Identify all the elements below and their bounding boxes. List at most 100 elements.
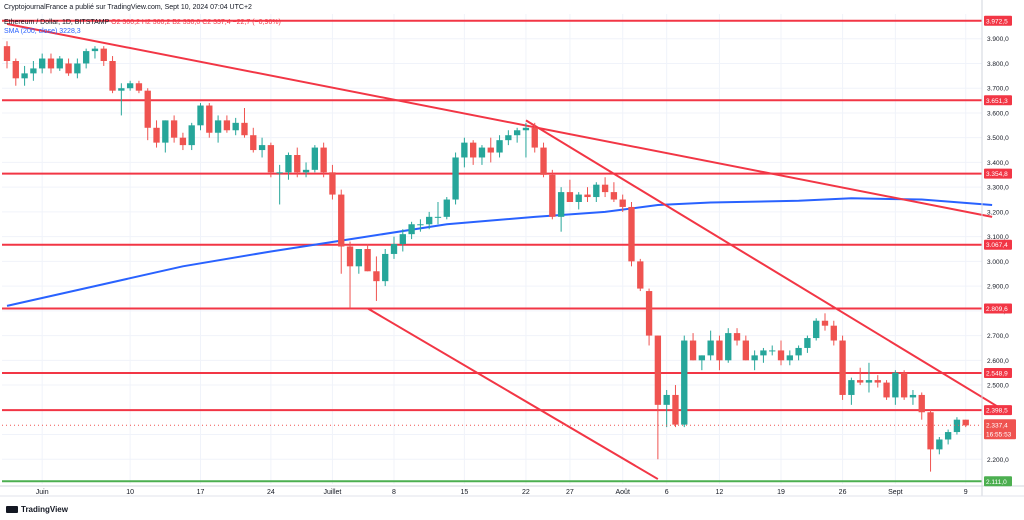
candle-body xyxy=(65,63,72,74)
y-tick-label: 3.700,0 xyxy=(987,86,1009,93)
candle xyxy=(311,145,319,173)
last-price-label: 2.337,4 xyxy=(986,422,1008,429)
sma-200-line xyxy=(6,197,993,307)
candle-body xyxy=(839,340,846,395)
candle xyxy=(91,46,99,59)
candle xyxy=(663,390,670,428)
candle-body xyxy=(478,147,486,158)
candle-body xyxy=(742,340,749,361)
candle xyxy=(188,122,195,151)
y-tick-label: 2.900,0 xyxy=(987,284,1009,291)
sma-legend: SMA (200, close) 3228,3 xyxy=(4,28,81,35)
candle-body xyxy=(434,216,442,218)
candle xyxy=(593,182,600,202)
candle xyxy=(566,179,574,202)
candle xyxy=(900,370,908,400)
candle-body xyxy=(162,120,169,143)
y-tick-label: 3.800,0 xyxy=(987,61,1009,68)
x-tick-label: 8 xyxy=(392,489,396,496)
publish-line: CryptojournalFrance a publié sur Trading… xyxy=(4,4,252,11)
candle-body xyxy=(918,394,925,413)
candle-body xyxy=(944,432,952,440)
candle xyxy=(276,164,283,205)
sma-200-path xyxy=(6,197,993,307)
x-tick-label: 17 xyxy=(197,489,205,496)
candle xyxy=(118,83,125,116)
candle xyxy=(716,335,723,371)
candle-body xyxy=(874,380,881,383)
candle xyxy=(364,244,371,272)
level-price-tag xyxy=(984,303,1012,314)
tradingview-branding[interactable]: TradingView xyxy=(6,505,68,514)
candle-body xyxy=(417,224,424,226)
candle xyxy=(302,162,310,178)
candle xyxy=(294,147,301,178)
candle-body xyxy=(197,105,204,126)
candle xyxy=(346,241,354,309)
candle xyxy=(830,320,837,346)
candle-body xyxy=(399,234,406,245)
y-tick-label: 3.000,0 xyxy=(987,259,1009,266)
candle-body xyxy=(857,380,864,383)
candle-body xyxy=(883,382,890,398)
candle-body xyxy=(30,68,37,74)
candle xyxy=(487,137,494,163)
candle-body xyxy=(619,199,626,207)
candle xyxy=(628,202,635,267)
candle-body xyxy=(777,350,785,361)
candle-body xyxy=(813,320,820,339)
candles xyxy=(2,41,982,472)
candle xyxy=(56,56,63,71)
candle xyxy=(170,115,178,143)
candle-body xyxy=(232,122,239,131)
level-price-tag xyxy=(984,15,1012,26)
x-tick-label: 22 xyxy=(522,489,530,496)
candle xyxy=(100,46,107,66)
candle xyxy=(206,103,213,138)
candle xyxy=(513,127,521,143)
candle xyxy=(839,335,846,400)
candle xyxy=(65,58,72,76)
candle-body xyxy=(91,48,99,52)
candle-body xyxy=(804,338,811,348)
candle-body xyxy=(557,192,565,217)
candle xyxy=(3,41,11,69)
candle xyxy=(355,249,362,274)
candle xyxy=(804,335,811,353)
candle xyxy=(681,335,688,428)
tradingview-logo-icon xyxy=(6,506,18,514)
level-price-label: 3.651,3 xyxy=(986,98,1008,105)
candle xyxy=(698,355,706,371)
candle-body xyxy=(865,380,873,383)
candle-body xyxy=(100,48,107,61)
candle-body xyxy=(601,184,609,193)
candle xyxy=(918,392,925,420)
candle-body xyxy=(109,61,116,91)
x-tick-label: 9 xyxy=(964,489,968,496)
candle xyxy=(285,152,292,180)
candle-body xyxy=(461,142,468,158)
candle xyxy=(47,53,55,74)
candle xyxy=(382,249,389,287)
level-price-tag xyxy=(984,168,1012,179)
candle xyxy=(153,120,160,148)
x-tick-label: 27 xyxy=(566,489,574,496)
candle xyxy=(909,390,917,405)
candle xyxy=(417,219,424,232)
candle-body xyxy=(329,172,336,195)
candle-body xyxy=(540,147,547,175)
candle-body xyxy=(707,340,714,356)
candle-body xyxy=(663,394,670,405)
y-tick-label: 3.100,0 xyxy=(987,234,1009,241)
level-price-label: 2.809,6 xyxy=(986,306,1008,313)
candle-body xyxy=(725,333,732,361)
candle-body xyxy=(795,347,802,356)
level-price-label: 3.972,5 xyxy=(986,18,1008,25)
tradingview-brand-text: TradingView xyxy=(21,505,68,514)
candle-body xyxy=(188,125,195,146)
candle xyxy=(892,370,899,405)
ohlc-values: O2 360,2 H2 360,2 B2 330,0 C2 337,4 −22,… xyxy=(111,19,281,26)
y-tick-label: 3.900,0 xyxy=(987,36,1009,43)
candle-body xyxy=(584,194,591,198)
